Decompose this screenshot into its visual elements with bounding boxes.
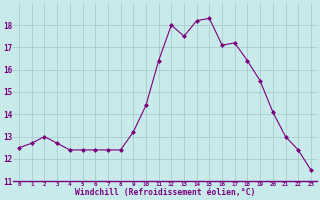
X-axis label: Windchill (Refroidissement éolien,°C): Windchill (Refroidissement éolien,°C) bbox=[75, 188, 255, 197]
